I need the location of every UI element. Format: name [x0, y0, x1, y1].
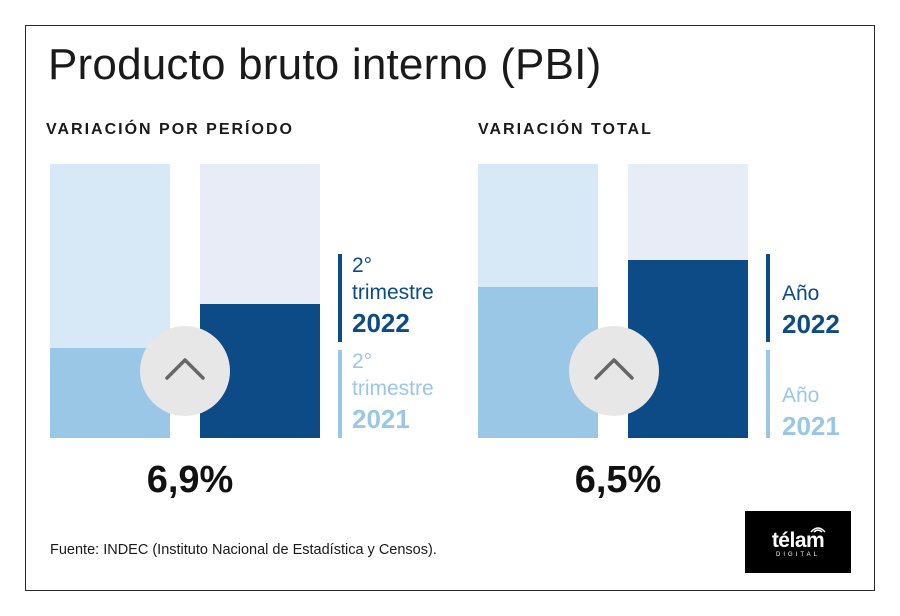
legend-line: trimestre — [352, 377, 434, 400]
legend-year: 2022 — [352, 308, 410, 338]
chart-2-legend-2022: Año 2022 — [782, 280, 840, 341]
signal-wave-icon — [810, 527, 826, 533]
legend-year: 2021 — [782, 411, 840, 441]
chart-1-legend-2022-marker — [338, 254, 342, 342]
legend-line: trimestre — [352, 281, 434, 304]
legend-line: Año — [782, 282, 820, 305]
chart-1-legend-2021: 2° trimestre 2021 — [352, 348, 434, 436]
chart-2-value: 6,5% — [574, 459, 662, 501]
chart-1-legend-2021-marker — [338, 350, 342, 438]
legend-line: 2° — [352, 254, 373, 277]
chart-1-legend-2022: 2° trimestre 2022 — [352, 252, 434, 340]
chart-2-legend-2022-marker — [766, 254, 770, 342]
chart-1-title: VARIACIÓN POR PERÍODO — [46, 121, 294, 138]
logo-word: télam — [771, 529, 825, 552]
legend-line: Año — [782, 384, 820, 407]
legend-year: 2022 — [782, 309, 840, 339]
legend-year: 2021 — [352, 404, 410, 434]
chevron-up-icon — [140, 326, 230, 416]
legend-line: 2° — [352, 350, 373, 373]
chevron-up-icon — [569, 326, 659, 416]
chart-1-bar-2022 — [200, 164, 320, 438]
source-note: Fuente: INDEC (Instituto Nacional de Est… — [50, 542, 437, 558]
logo-sub: DIGITAL — [776, 552, 820, 558]
chart-2-legend-2021: Año 2021 — [782, 382, 840, 443]
chart-2-legend-2021-marker — [766, 350, 770, 438]
chart-1-value: 6,9% — [146, 459, 234, 501]
page-title: Producto bruto interno (PBI) — [48, 40, 602, 89]
chart-2-title: VARIACIÓN TOTAL — [478, 121, 653, 138]
infographic-frame: Producto bruto interno (PBI) VARIACIÓN P… — [25, 25, 875, 591]
telam-logo: télam DIGITAL — [745, 511, 851, 573]
